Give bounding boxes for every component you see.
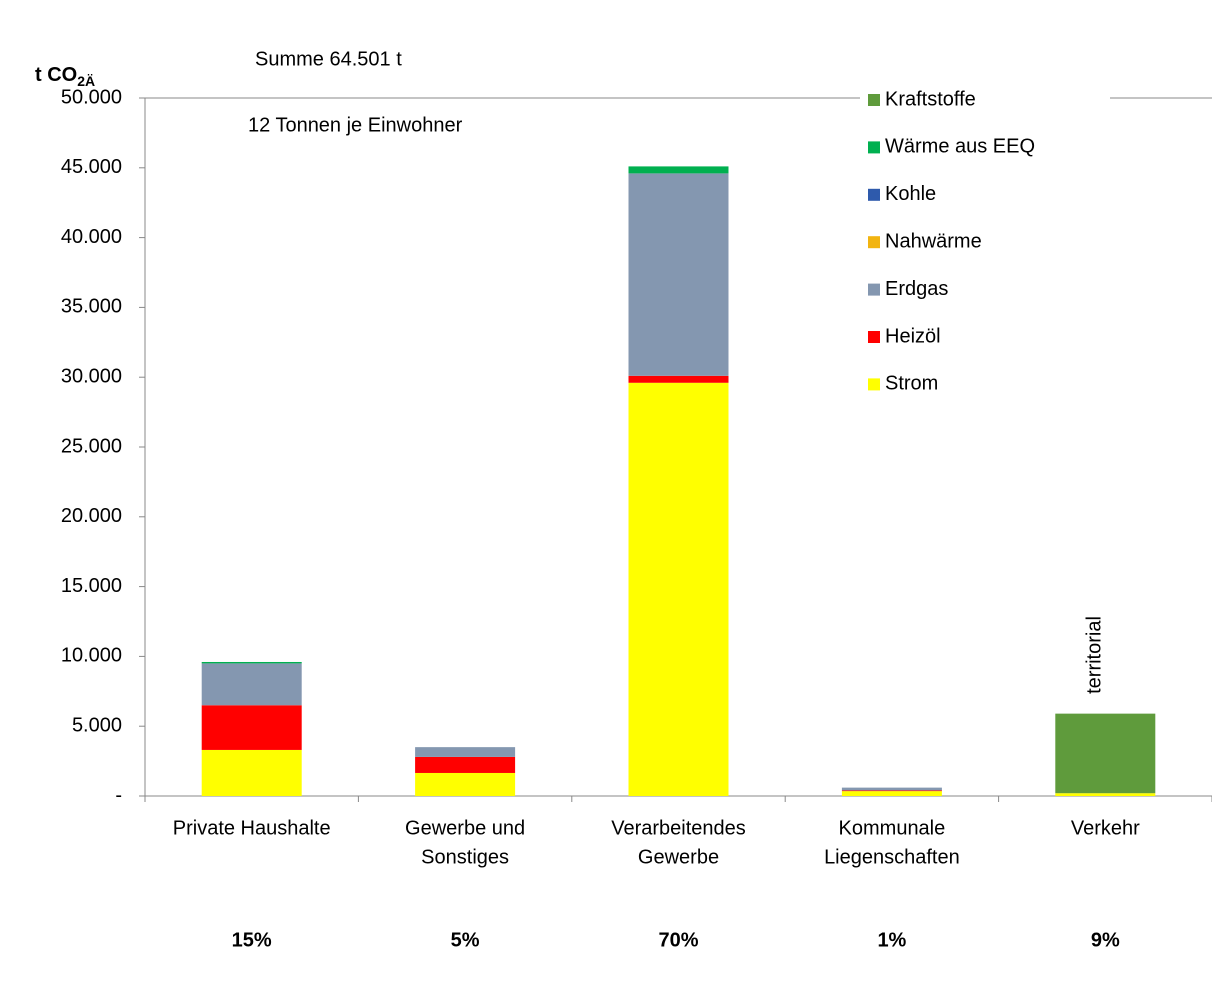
legend-label: Kraftstoffe xyxy=(885,88,976,110)
legend-label: Wärme aus EEQ xyxy=(885,136,1035,158)
annotation: 12 Tonnen je Einwohner xyxy=(248,114,463,136)
legend-label: Kohle xyxy=(885,183,936,205)
legend-box xyxy=(860,82,1110,402)
bar-segment xyxy=(415,756,516,773)
y-tick-label: 10.000 xyxy=(61,645,122,667)
legend-swatch xyxy=(868,331,880,343)
share-label: 70% xyxy=(658,929,698,951)
x-tick-label: Gewerbe und xyxy=(405,817,525,839)
bar-segment xyxy=(201,749,302,796)
x-tick-label: Verarbeitendes xyxy=(611,817,746,839)
y-axis-label-sub: 2Ä xyxy=(77,73,95,89)
legend-swatch xyxy=(868,283,880,296)
bar-segment xyxy=(841,791,942,796)
legend-swatch xyxy=(868,94,880,106)
x-tick-label: Gewerbe xyxy=(638,846,719,868)
bar-segment xyxy=(628,173,729,376)
y-tick-label: 40.000 xyxy=(61,226,122,248)
x-tick-label: Liegenschaften xyxy=(824,846,960,868)
share-label: 1% xyxy=(877,929,906,951)
y-tick-label: 50.000 xyxy=(61,86,122,108)
legend-swatch xyxy=(868,378,880,391)
y-axis-label: t CO2Ä xyxy=(35,64,95,88)
y-tick-label: 35.000 xyxy=(61,296,122,318)
y-axis-label-main: t CO xyxy=(35,64,77,86)
y-tick-label: 30.000 xyxy=(61,365,122,387)
y-tick-label: 45.000 xyxy=(61,156,122,178)
annotation: territorial xyxy=(1084,616,1106,694)
share-label: 9% xyxy=(1091,929,1120,951)
annotation: Summe 64.501 t xyxy=(255,48,402,70)
legend-label: Erdgas xyxy=(885,278,948,300)
legend-swatch xyxy=(868,188,880,201)
x-tick-label: Sonstiges xyxy=(421,846,509,868)
bar-segment xyxy=(415,772,516,796)
x-tick-label: Kommunale xyxy=(839,817,946,839)
legend-label: Nahwärme xyxy=(885,230,982,252)
bar-segment xyxy=(841,787,942,791)
y-tick-label: - xyxy=(115,784,122,806)
bar-segment xyxy=(628,382,729,796)
bar-segment xyxy=(628,166,729,174)
legend-label: Heizöl xyxy=(885,325,941,347)
bar-segment xyxy=(1055,713,1156,794)
legend-swatch xyxy=(868,236,880,249)
share-label: 5% xyxy=(451,929,480,951)
y-tick-label: 5.000 xyxy=(72,714,122,736)
legend-label: Strom xyxy=(885,373,938,395)
y-tick-label: 15.000 xyxy=(61,575,122,597)
bar-segment xyxy=(201,705,302,750)
bar-segment xyxy=(201,663,302,706)
x-tick-label: Private Haushalte xyxy=(173,817,331,839)
y-tick-label: 25.000 xyxy=(61,435,122,457)
bar-segment xyxy=(201,661,302,664)
bar-segment xyxy=(415,747,516,757)
y-tick-label: 20.000 xyxy=(61,505,122,527)
share-label: 15% xyxy=(232,929,272,951)
bar-segment xyxy=(1055,793,1156,796)
bar-segment xyxy=(628,375,729,383)
x-tick-label: Verkehr xyxy=(1071,817,1140,839)
bar-segment xyxy=(841,790,942,792)
legend-swatch xyxy=(868,141,880,154)
